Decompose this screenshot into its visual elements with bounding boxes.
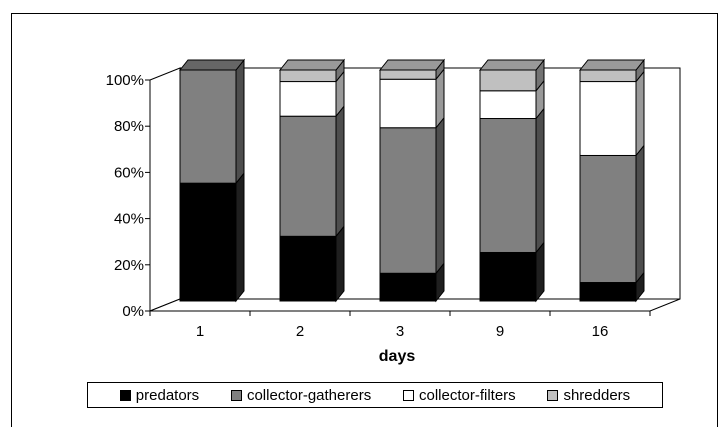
bar-front-face — [579, 154, 637, 284]
x-tick-label: 9 — [496, 323, 504, 340]
bar-side-face — [635, 144, 645, 284]
bar-side-face — [235, 58, 245, 185]
bar-segment-predators — [279, 224, 345, 303]
bar-front-face — [279, 69, 337, 83]
legend-swatch — [402, 389, 414, 401]
legend-item-shredders: shredders — [547, 387, 630, 404]
y-tick-label: 100% — [106, 72, 144, 89]
bar-front-face — [279, 115, 337, 237]
bar-segment-collector-gatherers — [178, 58, 246, 185]
legend-swatch — [230, 389, 242, 401]
y-tick-label: 40% — [114, 211, 144, 228]
legend-item-collector-gatherers: collector-gatherers — [230, 386, 372, 404]
bar-segment-shredders — [478, 58, 546, 93]
bar-front-face — [279, 235, 337, 302]
x-axis-label: days — [379, 348, 416, 365]
bar-front-face — [279, 81, 337, 117]
bar-segment-collector-filters — [279, 70, 345, 118]
chart-axes: 0% 20% 40% 60% 80% 100% 1 2 3 9 16 — [106, 72, 651, 340]
bar-front-face — [479, 251, 537, 302]
legend-swatch — [547, 389, 559, 401]
bar-front-face — [579, 282, 637, 302]
legend: predators collector-gatherers collector-fi… — [87, 382, 663, 408]
x-tick-label: 2 — [296, 323, 304, 340]
bar-segment-shredders — [578, 58, 646, 83]
legend-label: predators — [135, 386, 200, 404]
chart-bars — [178, 58, 646, 303]
bar-front-face — [179, 69, 237, 184]
x-tick-label: 3 — [396, 323, 404, 340]
side-wall — [149, 67, 181, 312]
y-tick-label: 0% — [122, 303, 144, 320]
bar-segment-collector-gatherers — [579, 144, 645, 284]
bar-segment-collector-filters — [579, 70, 645, 157]
bar-segment-collector-gatherers — [479, 107, 545, 254]
bar-segment-shredders — [278, 58, 346, 83]
y-tick-label: 80% — [114, 118, 144, 135]
bar-segment-shredders — [378, 58, 446, 81]
bar-front-face — [579, 81, 637, 156]
x-tick-label: 16 — [592, 323, 609, 340]
y-tick-label: 20% — [114, 257, 144, 274]
chart-frame — [11, 13, 718, 427]
bar-front-face — [379, 272, 437, 302]
bar-segment-collector-gatherers — [279, 104, 345, 238]
bar-front-face — [179, 182, 237, 302]
bar-side-face — [535, 107, 545, 254]
bar-segment-predators — [179, 171, 245, 303]
bar-segment-predators — [379, 261, 445, 303]
bar-front-face — [479, 118, 537, 253]
bar-segment-collector-gatherers — [379, 116, 445, 275]
legend-item-collector-filters: collector-filters — [402, 386, 516, 404]
bar-side-face — [435, 116, 445, 275]
bar-side-face — [635, 70, 645, 157]
bar-side-face — [335, 224, 345, 303]
bar-segment-collector-filters — [479, 79, 545, 120]
bar-top-face — [178, 59, 246, 71]
y-tick-label: 60% — [114, 164, 144, 181]
bar-segment-collector-filters — [379, 67, 445, 130]
bar-side-face — [335, 104, 345, 238]
bar-front-face — [579, 69, 637, 83]
bar-top-face — [378, 59, 446, 71]
legend-label: shredders — [563, 386, 631, 404]
bar-top-face — [478, 59, 546, 71]
bar-front-face — [379, 127, 437, 274]
bar-front-face — [479, 69, 537, 92]
legend-label: collector-filters — [418, 386, 516, 404]
legend-label: collector-gatherers — [246, 386, 372, 404]
bar-front-face — [379, 69, 437, 80]
bar-front-face — [379, 78, 437, 129]
legend-swatch — [119, 389, 131, 401]
bar-front-face — [479, 90, 537, 120]
bar-side-face — [235, 171, 245, 303]
x-tick-label: 1 — [196, 323, 204, 340]
bar-top-face — [578, 59, 646, 71]
bar-top-face — [278, 59, 346, 71]
legend-item-predators: predators — [119, 386, 200, 404]
